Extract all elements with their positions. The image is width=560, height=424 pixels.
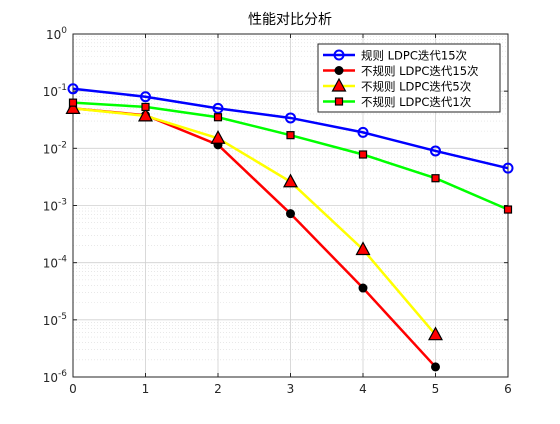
series-4-point bbox=[213, 113, 223, 122]
legend-marker bbox=[334, 97, 344, 106]
series-3-point bbox=[65, 100, 81, 114]
y-tick-exponent: -4 bbox=[58, 255, 67, 265]
y-tick-label: 100 bbox=[46, 26, 67, 42]
series-4-point bbox=[431, 174, 440, 183]
series-1-point bbox=[502, 162, 514, 174]
chart-title: 性能对比分析 bbox=[248, 12, 332, 28]
x-tick-label: 3 bbox=[287, 382, 295, 396]
series-3-point bbox=[355, 241, 371, 256]
y-tick-label: 10-1 bbox=[43, 83, 67, 99]
series-1-point bbox=[140, 91, 151, 103]
series-4-point bbox=[286, 131, 295, 140]
series-line-1 bbox=[72, 87, 509, 170]
series-2-point bbox=[286, 209, 295, 219]
legend-marker bbox=[334, 66, 344, 75]
series-2-point bbox=[431, 362, 440, 372]
legend-label: 不规则 LDPC迭代5次 bbox=[361, 80, 472, 94]
y-tick-exponent: -1 bbox=[58, 83, 67, 93]
legend-marker bbox=[333, 49, 345, 61]
y-tick-base: 10 bbox=[43, 200, 58, 214]
x-tick-label: 0 bbox=[69, 382, 77, 396]
y-tick-exponent: -2 bbox=[58, 140, 67, 150]
y-tick-base: 10 bbox=[43, 314, 58, 328]
x-tick-label: 5 bbox=[432, 382, 440, 396]
series-1-point bbox=[67, 83, 79, 95]
y-tick-base: 10 bbox=[43, 257, 58, 271]
x-tick-label: 2 bbox=[214, 382, 222, 396]
legend-label: 规则 LDPC迭代15次 bbox=[361, 49, 468, 63]
series-3-point bbox=[210, 130, 226, 144]
legend-marker bbox=[331, 77, 347, 92]
series-1-point bbox=[212, 102, 224, 114]
legend-label: 不规则 LDPC迭代15次 bbox=[361, 64, 479, 78]
series-4-point bbox=[503, 205, 513, 214]
legend-label: 不规则 LDPC迭代1次 bbox=[361, 95, 472, 109]
y-tick-exponent: -5 bbox=[58, 312, 67, 322]
y-tick-base: 10 bbox=[43, 371, 58, 385]
y-tick-exponent: -6 bbox=[58, 369, 67, 379]
series-1-point bbox=[357, 126, 369, 138]
series-3-point bbox=[427, 326, 444, 341]
x-tick-label: 1 bbox=[142, 382, 150, 396]
series-1-point bbox=[285, 112, 296, 124]
y-tick-base: 10 bbox=[43, 85, 58, 99]
series-4-point bbox=[68, 98, 78, 107]
x-tick-label: 6 bbox=[504, 382, 512, 396]
y-tick-label: 10-5 bbox=[43, 312, 67, 328]
series-line-3 bbox=[72, 107, 437, 336]
series-2-point bbox=[358, 283, 368, 293]
series-4-point bbox=[358, 150, 368, 159]
y-tick-label: 10-4 bbox=[43, 255, 68, 271]
y-tick-base: 10 bbox=[46, 28, 61, 42]
y-tick-label: 10-3 bbox=[43, 198, 67, 214]
series-4-point bbox=[141, 102, 150, 112]
series-3-point bbox=[282, 173, 299, 188]
y-tick-label: 10-6 bbox=[43, 369, 68, 385]
y-tick-exponent: 0 bbox=[61, 26, 67, 36]
y-tick-base: 10 bbox=[43, 142, 58, 156]
series-3-point bbox=[137, 107, 154, 122]
y-tick-label: 10-2 bbox=[43, 140, 67, 156]
x-tick-label: 4 bbox=[359, 382, 367, 396]
series-1-point bbox=[430, 145, 441, 157]
y-tick-exponent: -3 bbox=[58, 198, 67, 208]
